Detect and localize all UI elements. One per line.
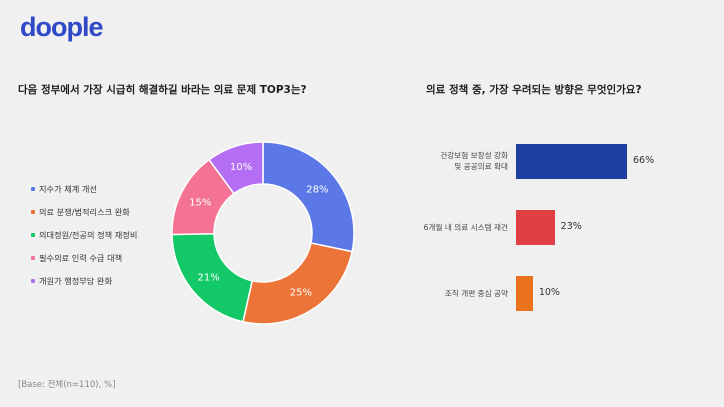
legend-swatch [31,186,35,191]
bar-category-line: 및 공공의료 확대 [454,162,508,171]
legend-item: 개원가 행정부담 완화 [31,269,137,292]
legend-item: 의료 분쟁/법적리스크 완화 [31,200,137,223]
legend-label: 필수의료 인력 수급 대책 [39,252,123,263]
legend-label: 의대정원/전공의 정책 재정비 [39,229,138,240]
legend-item: 필수의료 인력 수급 대책 [31,246,137,269]
legend-swatch [31,255,35,260]
donut-value-label: 28% [306,184,328,195]
bar-value-label: 66% [633,155,655,166]
donut-value-label: 25% [290,287,312,298]
bar-category-line: 조직 개편 중심 공약 [444,288,508,298]
donut-slice [242,242,353,325]
bar [516,275,533,311]
bar [516,209,555,245]
donut-chart-title: 다음 정부에서 가장 시급히 해결하길 바라는 의료 문제 TOP3는? [18,84,307,96]
legend-label: 지수가 체계 개선 [39,183,97,194]
legend-item: 의대정원/전공의 정책 재정비 [31,223,137,246]
donut-slice [207,141,264,195]
donut-value-label: 21% [198,273,220,284]
legend-swatch [31,209,35,214]
bar-chart-title: 의료 정책 중, 가장 우려되는 방향은 무엇인가요? [426,84,642,96]
legend-swatch [31,232,35,237]
bar-category-line: 건강보험 보장성 강화 [440,151,508,160]
legend-label: 의료 분쟁/법적리스크 완화 [39,206,130,217]
bar [516,143,627,179]
bar-category-label: 조직 개편 중심 공약 [445,288,508,299]
bar-value-label: 10% [538,287,560,298]
legend-swatch [31,278,35,283]
legend-label: 개원가 행정부담 완화 [39,275,112,286]
bar-category-label: 6개월 내 의료 시스템 재건 [424,222,508,233]
bar-value-label: 23% [560,221,582,232]
bar-category-line: 6개월 내 의료 시스템 재건 [423,222,508,232]
donut-slice [262,141,355,253]
doople-logo: doople [20,12,103,42]
base-note: [Base: 전체(n=110), %] [18,380,116,390]
donut-value-label: 15% [189,197,211,208]
legend-item: 지수가 체계 개선 [31,177,137,200]
donut-value-label: 10% [230,162,252,173]
